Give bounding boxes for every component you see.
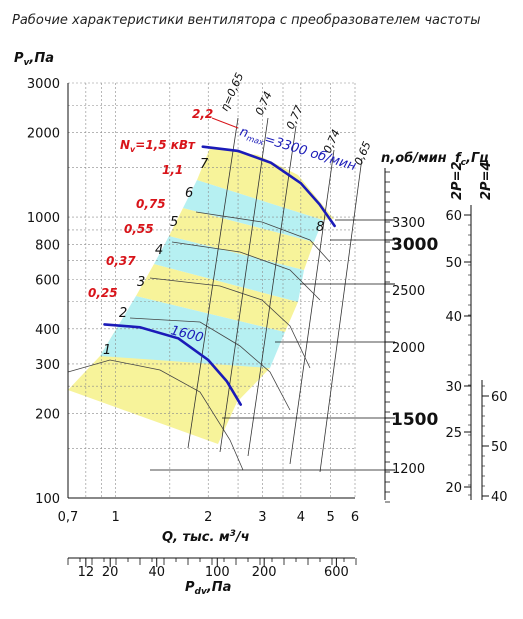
mode-number-5: 5 <box>170 215 178 230</box>
pole-label-2p4: 2Р=4 <box>479 161 494 200</box>
mode-number-7: 7 <box>200 157 209 172</box>
operating-band-6 <box>183 180 323 242</box>
freq-2p2-label-2: 40 <box>445 310 462 325</box>
power-label-0-37: 0,37 <box>106 254 136 268</box>
pdv-tick-label-4: 200 <box>252 565 277 580</box>
speed-label-2000: 2000 <box>392 341 425 356</box>
freq-2p2-label-5: 20 <box>445 481 462 496</box>
pdv-tick-label-5: 600 <box>324 565 349 580</box>
power-leader-2-2 <box>211 117 239 129</box>
speed-label-3000: 3000 <box>391 235 438 255</box>
y-tick-label-6: 300 <box>35 358 60 373</box>
system-curve-0 <box>67 359 244 471</box>
freq-2p2-label-1: 50 <box>445 256 462 271</box>
pdv-tick-label-3: 100 <box>205 565 230 580</box>
mode-number-1: 1 <box>103 343 111 358</box>
freq-2p4-label-0: 60 <box>491 390 508 405</box>
y-tick-label-3: 800 <box>35 238 60 253</box>
operating-band-4 <box>154 236 304 302</box>
efficiency-line-4 <box>319 157 363 473</box>
grid <box>67 82 356 499</box>
freq-axis-label: fс,Гц <box>455 151 489 168</box>
system-curve-3 <box>171 241 321 301</box>
operating-band-2 <box>100 296 285 368</box>
y-tick-label-7: 200 <box>35 407 60 422</box>
mode-number-8: 8 <box>316 220 324 235</box>
efficiency-label-0: η=0,65 <box>218 71 246 113</box>
chart-title: Рабочие характеристики вентилятора с пре… <box>12 13 481 28</box>
mode-number-6: 6 <box>185 186 193 201</box>
system-curve-2 <box>149 277 311 369</box>
x-tick-label-1: 1 <box>112 510 120 525</box>
efficiency-line-3 <box>289 149 335 465</box>
chart-marks: 0,7 1 2 3 4 5 63000200010008006004003002001001… <box>27 77 508 580</box>
speed-label-3300: 3300 <box>392 216 425 231</box>
freq-2p4-label-2: 40 <box>491 490 508 505</box>
y-tick-label-1: 2000 <box>27 126 60 141</box>
operating-band-5 <box>169 208 314 270</box>
mode-number-2: 2 <box>119 306 127 321</box>
freq-2p2-label-0: 60 <box>445 209 462 224</box>
pole-label-2p2: 2Р=2 <box>450 161 465 200</box>
mode-number-4: 4 <box>155 243 163 258</box>
freq-2p2-label-3: 30 <box>445 380 462 395</box>
y-tick-label-8: 100 <box>35 492 60 507</box>
x-tick-label-3: 3 <box>258 510 266 525</box>
speed-curve-1 <box>103 323 242 406</box>
y-tick-label-4: 600 <box>35 273 60 288</box>
power-label-2-2: 2,2 <box>192 107 213 121</box>
speed-curves <box>103 145 336 406</box>
efficiency-line-0 <box>187 117 239 449</box>
y-tick-label-5: 400 <box>35 323 60 338</box>
power-label-0-55: 0,55 <box>124 222 154 236</box>
speed-curve-0 <box>201 145 336 228</box>
y-tick-label-0: 3000 <box>27 77 60 92</box>
operating-band-7 <box>197 148 334 220</box>
freq-2p4-label-1: 50 <box>491 440 508 455</box>
y-tick-label-2: 1000 <box>27 211 60 226</box>
pdv-axis-label: Pdv,Па <box>185 580 231 597</box>
power-label-0-25: 0,25 <box>88 286 118 300</box>
power-label-1-1: 1,1 <box>162 163 183 177</box>
efficiency-label-1: 0,74 <box>253 90 275 118</box>
x-tick-label-6: 6 <box>351 510 359 525</box>
pdv-tick-label-0: 12 <box>78 565 95 580</box>
power-label-0-75: 0,75 <box>136 197 166 211</box>
x-tick-label-4: 4 <box>297 510 305 525</box>
x-axis-label: Q, тыс. м3/ч <box>162 529 250 545</box>
efficiency-line-2 <box>247 125 297 457</box>
freq-2p2-label-4: 25 <box>445 426 462 441</box>
efficiency-lines <box>187 117 363 473</box>
speed-label-1200: 1200 <box>392 462 425 477</box>
power-label-1-5: Nv=1,5 кВт <box>120 138 196 154</box>
x-tick-label-2: 2 <box>204 510 212 525</box>
y-axis-label: Pv,Па <box>14 51 54 68</box>
pdv-tick-label-2: 40 <box>148 565 165 580</box>
x-tick-label-0: 0,7 <box>58 510 79 525</box>
efficiency-label-2: 0,77 <box>284 104 306 132</box>
mode-number-3: 3 <box>137 275 145 290</box>
system-curve-1 <box>129 317 291 411</box>
speed-label-2500: 2500 <box>392 284 425 299</box>
efficiency-line-1 <box>219 117 269 453</box>
speed-axis-label: n,об/мин <box>381 151 447 166</box>
pdv-tick-label-1: 20 <box>102 565 119 580</box>
speed-label-1500: 1500 <box>391 410 438 430</box>
x-tick-label-5: 5 <box>327 510 335 525</box>
